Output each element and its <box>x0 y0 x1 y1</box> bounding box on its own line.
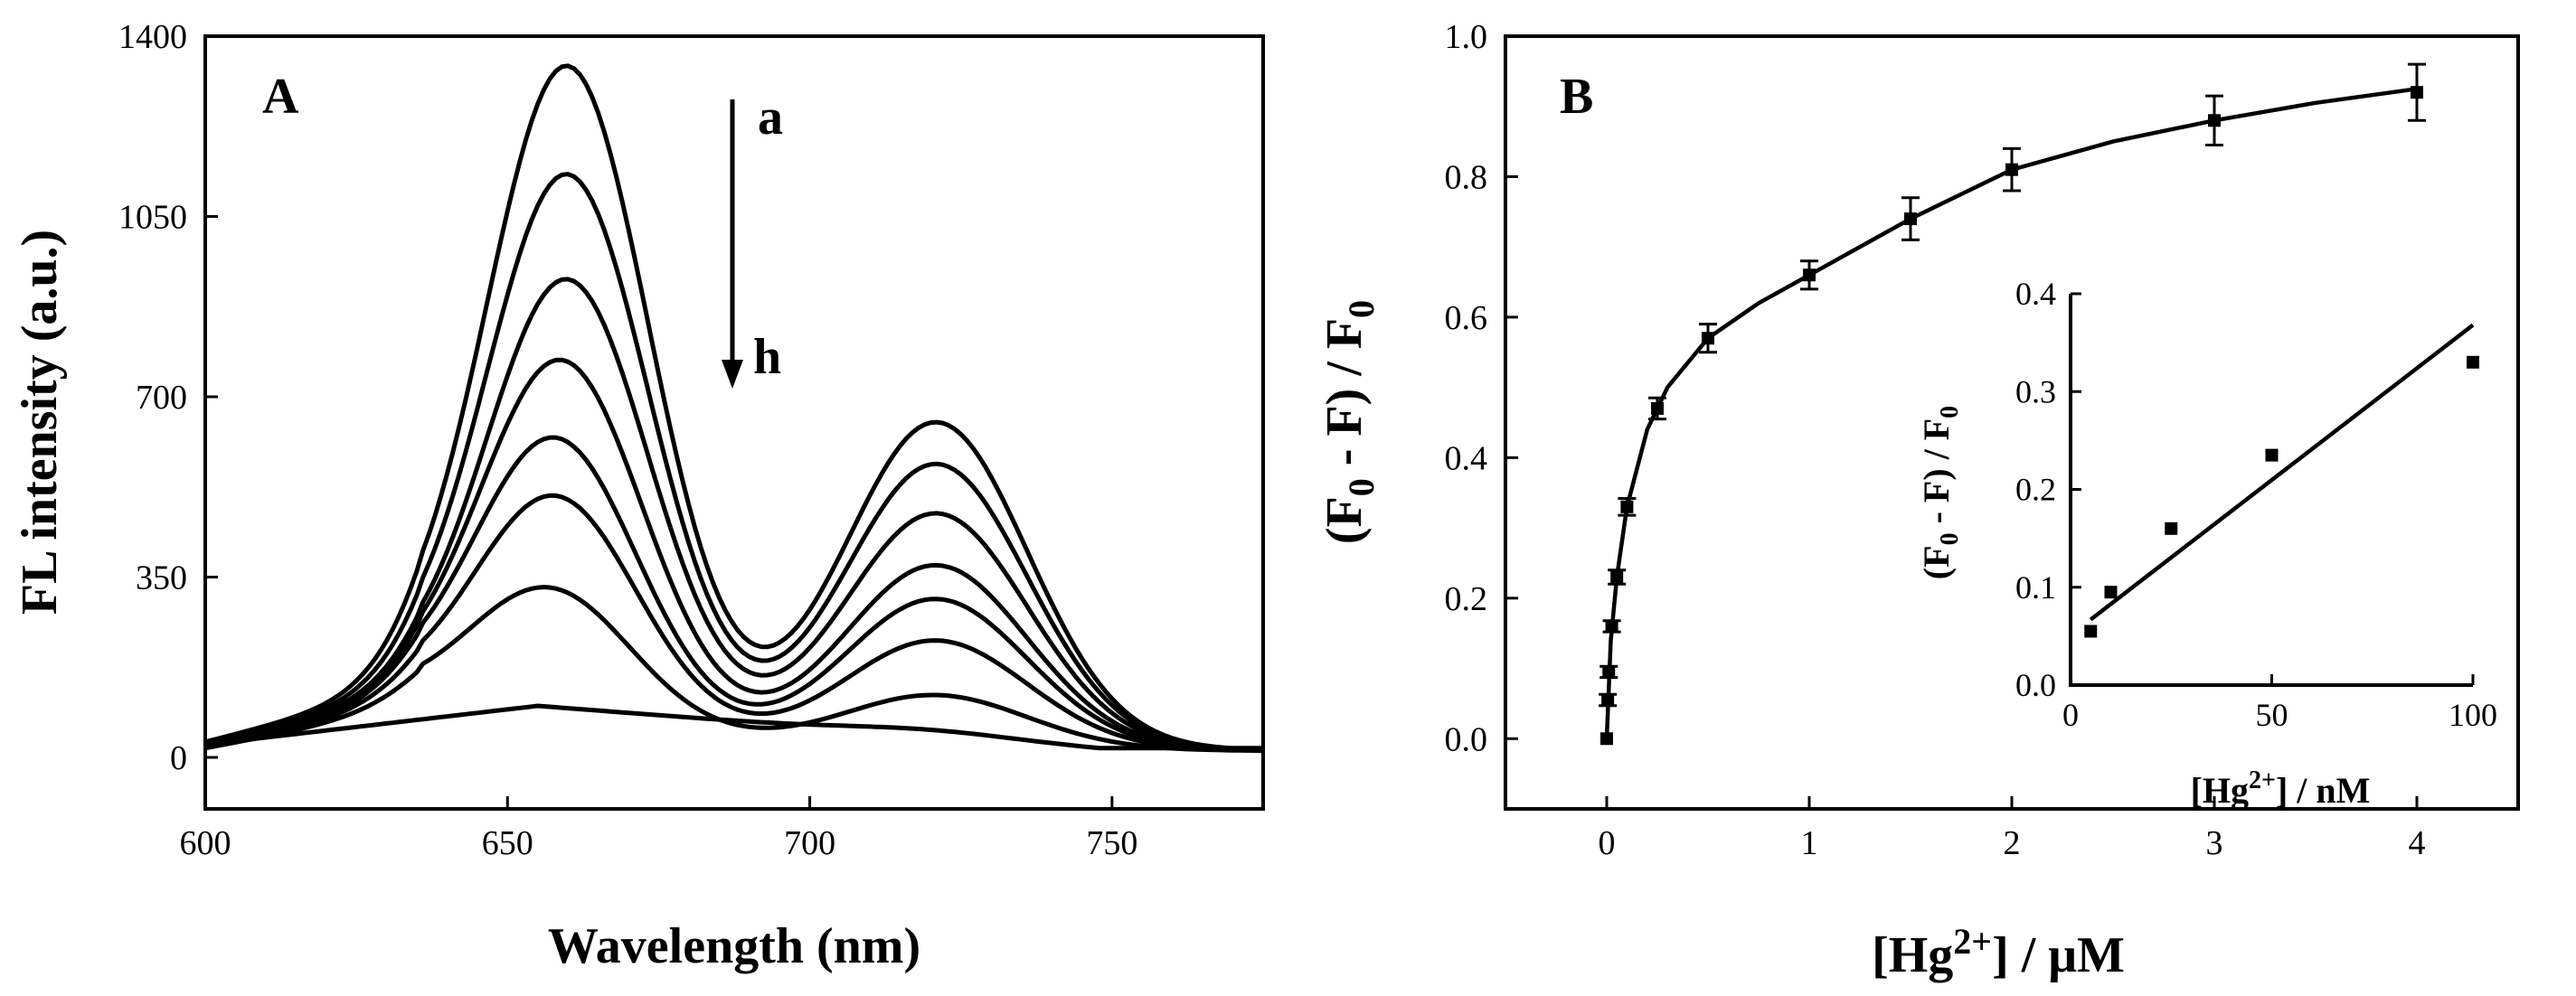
spectrum-curve-e <box>204 435 1264 753</box>
inset-data-point <box>2104 586 2118 599</box>
x-tick-label: 700 <box>784 824 835 862</box>
data-point <box>2411 86 2423 99</box>
arrow-start-label: a <box>758 89 783 146</box>
x-tick-label: 2 <box>2004 824 2021 862</box>
panel-b-label: B <box>1560 69 1593 125</box>
panel-a-label: A <box>262 69 299 125</box>
data-point <box>2005 163 2018 176</box>
y-tick-label: 0.0 <box>1445 720 1488 758</box>
y-tick-label: 700 <box>136 379 187 417</box>
inset-y-tick-label: 0.4 <box>2015 276 2056 312</box>
inset-x-tick-label: 50 <box>2256 697 2288 733</box>
inset-x-title-sup: 2+ <box>2249 766 2276 794</box>
inset-data-point <box>2467 355 2479 369</box>
data-point <box>1702 332 1714 345</box>
x-tick-label: 750 <box>1086 824 1137 862</box>
y-tick-label: 0.4 <box>1445 439 1488 477</box>
trend-arrow-head <box>722 360 743 389</box>
panel-b-y-title-mid: - F) / F <box>1316 318 1373 478</box>
inset-y-title: (F0 - F) / F0 <box>1916 406 1964 579</box>
inset-x-tick-label: 0 <box>2062 697 2079 733</box>
panel-b-ticks: 0 1 2 3 4 0.0 0.2 0.4 0.6 0.8 1.0 <box>1445 18 2426 862</box>
panel-b: 0 1 2 3 40.00.20.40.60.81.0 B [Hg2+] / μM (F… <box>1316 18 2520 983</box>
inset-x-title-main: [Hg <box>2191 770 2249 811</box>
arrow-end-label: h <box>753 329 781 385</box>
x-tick-label: 650 <box>482 824 533 862</box>
panel-b-data <box>1599 62 2426 746</box>
y-tick-label: 0 <box>170 739 187 777</box>
data-point <box>2208 114 2221 127</box>
fit-curve <box>1604 87 2418 739</box>
y-tick-label: 1050 <box>118 199 187 237</box>
panel-b-x-title: [Hg2+] / μM <box>1872 921 2125 983</box>
inset-y-tick-label: 0.1 <box>2015 569 2056 606</box>
inset-x-tick-label: 100 <box>2449 697 2497 733</box>
inset-y-title-sub1: 0 <box>1936 532 1964 545</box>
data-point <box>1620 500 1634 513</box>
inset-data-point <box>2265 448 2279 462</box>
inset-y-tick-label: 0.2 <box>2015 472 2056 508</box>
y-tick-label: 1400 <box>118 18 187 56</box>
spectrum-curve-d <box>204 357 1264 753</box>
panel-b-x-title-sup: 2+ <box>1953 921 1992 962</box>
y-tick-label: 0.6 <box>1445 299 1488 337</box>
spectrum-curve-a <box>204 63 1264 752</box>
data-point <box>1904 212 1917 226</box>
data-point <box>1601 693 1615 707</box>
inset-data-point <box>2084 625 2098 638</box>
data-point <box>1610 570 1624 584</box>
inset-x-title: [Hg2+] / nM <box>2191 766 2371 811</box>
spectrum-curve-b <box>204 172 1264 753</box>
data-point <box>1602 665 1616 679</box>
spectrum-curve-g <box>204 585 1264 754</box>
panel-b-y-title-sub1: 0 <box>1341 478 1382 496</box>
panel-b-x-title-tail: ] / μM <box>1992 927 2125 983</box>
spectrum-curve-c <box>204 277 1264 753</box>
inset-y-tick-label: 0.3 <box>2015 373 2056 409</box>
x-tick-label: 3 <box>2206 824 2223 862</box>
panel-a: 600 650 700 750 0 350 700 1050 1400 A a h Wavele… <box>12 18 1265 974</box>
x-tick-label: 0 <box>1599 824 1616 862</box>
panel-a-y-title: FL intensity (a.u.) <box>12 230 68 615</box>
data-point <box>1651 401 1664 415</box>
x-tick-label: 1 <box>1801 824 1818 862</box>
panel-a-x-title: Wavelength (nm) <box>548 918 920 974</box>
inset-data <box>2084 323 2479 638</box>
x-tick-label: 4 <box>2409 824 2426 862</box>
panel-b-y-title: (F0 - F) / F0 <box>1316 300 1382 544</box>
panel-a-frame <box>203 34 1265 811</box>
y-tick-label: 350 <box>136 559 187 597</box>
inset-y-title-mid: - F) / F <box>1916 418 1957 533</box>
data-point <box>1600 732 1613 746</box>
y-tick-label: 0.8 <box>1445 158 1488 196</box>
inset-axes <box>2069 294 2473 687</box>
inset-x-title-tail: ] / nM <box>2276 770 2370 811</box>
inset-y-title-sub2: 0 <box>1936 406 1964 418</box>
y-tick-label: 0.2 <box>1445 580 1488 618</box>
spectrum-curve-f <box>204 493 1263 753</box>
x-tick-label: 600 <box>180 824 231 862</box>
y-tick-label: 1.0 <box>1445 18 1488 56</box>
inset-data-point <box>2165 521 2178 535</box>
panel-a-ticks: 600 650 700 750 0 350 700 1050 1400 <box>118 18 1137 862</box>
panel-b-y-title-main: (F <box>1316 496 1373 544</box>
data-point <box>1605 619 1618 633</box>
panel-a-curves <box>204 63 1264 754</box>
inset-y-tick-label: 0.0 <box>2015 667 2056 703</box>
inset-ticks: 0 50 100 0.0 0.1 0.2 0.3 0.4 <box>2015 276 2497 733</box>
panel-b-y-title-sub2: 0 <box>1341 300 1382 318</box>
spectrum-curve-h <box>204 703 1263 751</box>
data-point <box>1803 268 1816 282</box>
inset-fit-line <box>2089 323 2475 622</box>
panel-b-x-title-main: [Hg <box>1872 927 1953 983</box>
inset-y-title-main: (F <box>1916 545 1957 579</box>
